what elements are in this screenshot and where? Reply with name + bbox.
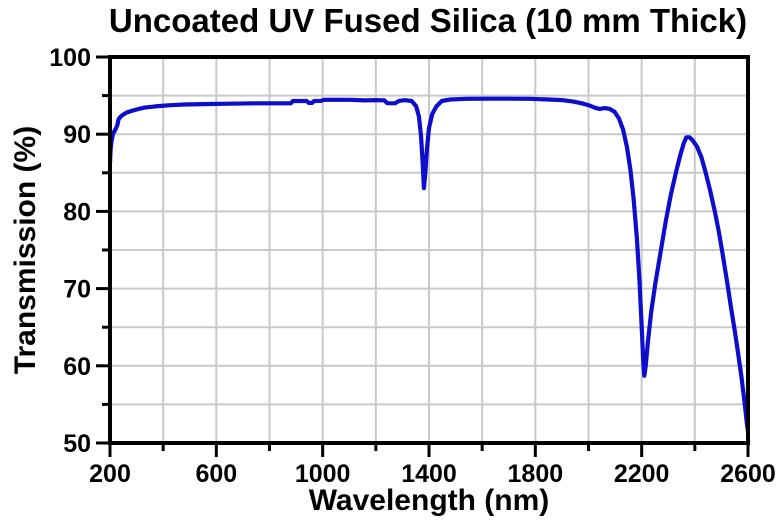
x-tick-label: 2600 — [720, 460, 776, 488]
y-tick-label: 60 — [63, 353, 91, 381]
y-tick-label: 70 — [63, 276, 91, 304]
y-tick-label: 90 — [63, 121, 91, 149]
x-axis-title: Wavelength (nm) — [308, 484, 550, 517]
x-tick-label: 200 — [89, 460, 131, 488]
chart-title: Uncoated UV Fused Silica (10 mm Thick) — [108, 2, 748, 39]
y-tick-label: 50 — [63, 430, 91, 458]
x-tick-label: 1400 — [401, 460, 457, 488]
x-tick-label: 600 — [195, 460, 237, 488]
y-tick-label: 100 — [49, 44, 91, 72]
transmission-curve — [107, 96, 751, 434]
x-tick-label: 1800 — [508, 460, 564, 488]
x-tick-label: 2200 — [614, 460, 670, 488]
x-tick-label: 1000 — [295, 460, 351, 488]
y-tick-label: 80 — [63, 198, 91, 226]
